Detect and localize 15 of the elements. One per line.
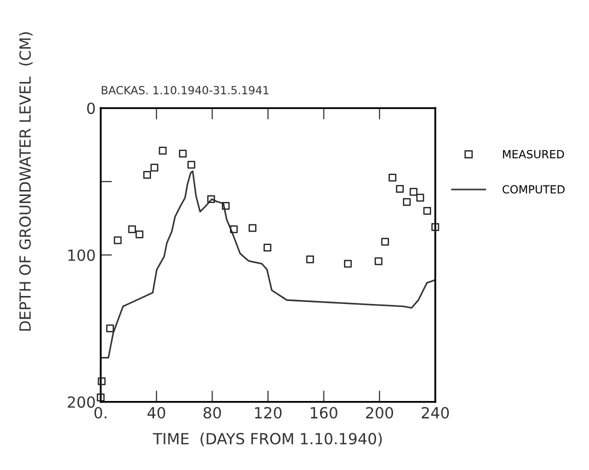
y-tick-label: 200 [68, 396, 95, 408]
x-tick-label: 240 [422, 406, 449, 419]
x-axis-title: TIME (DAYS FROM 1.10.1940) [152, 432, 382, 446]
y-axis-title: DEPTH OF GROUNDWATER LEVEL (CM) [19, 32, 33, 331]
chart-title: BACKAS. 1.10.1940-31.5.1941 [102, 86, 268, 94]
legend-label: COMPUTED [502, 185, 565, 194]
x-tick-label: 0. [94, 406, 106, 419]
text: MEASURED [503, 150, 564, 158]
x-tick-label: 120 [255, 406, 282, 419]
x-tick-label: 40 [148, 406, 166, 419]
y-tick-label: 0 [87, 102, 95, 114]
y-tick-label: 100 [68, 249, 95, 261]
x-tick-label: 80 [204, 406, 221, 419]
x-tick-label: 160 [310, 406, 338, 419]
x-tick-label: 200 [366, 406, 394, 419]
